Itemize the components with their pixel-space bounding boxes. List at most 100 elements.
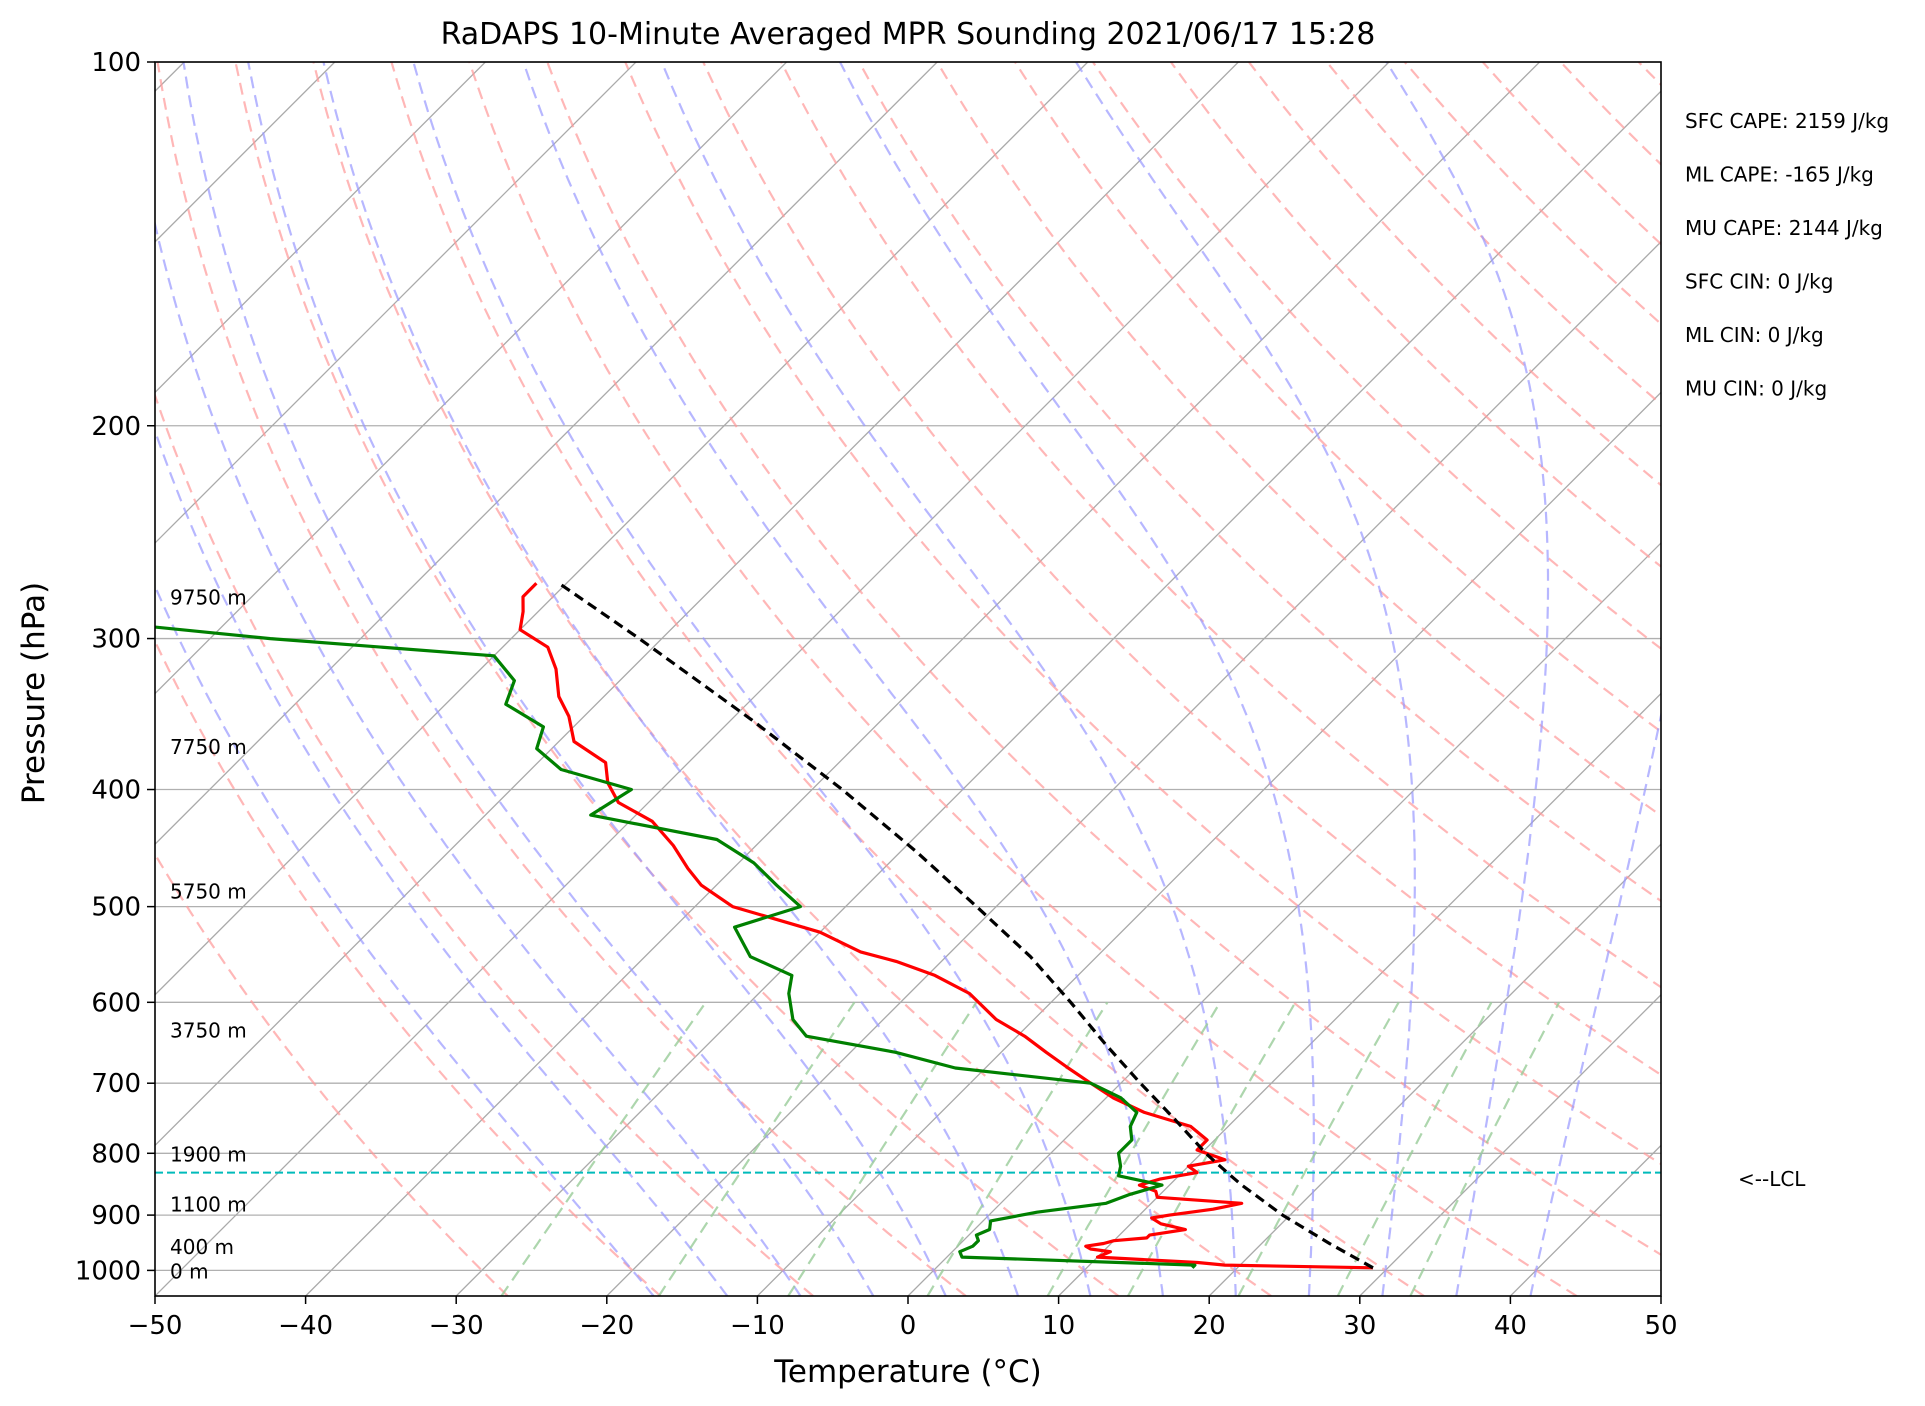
y-tick-label: 600 bbox=[91, 988, 141, 1018]
moist-adiabat-line bbox=[660, 62, 1237, 1296]
dry-adiabat-line bbox=[234, 62, 1120, 1296]
dry-adiabat-line bbox=[1248, 62, 1661, 487]
height-label: 3750 m bbox=[170, 1019, 247, 1043]
mixing-ratio-line bbox=[1409, 1001, 1561, 1296]
y-tick-label: 100 bbox=[91, 48, 141, 78]
annotation-text: SFC CAPE: 2159 J/kg bbox=[1685, 109, 1889, 133]
y-tick-label: 500 bbox=[91, 893, 141, 923]
dry-adiabat-line bbox=[1559, 62, 1661, 166]
moist-adiabat-line bbox=[1385, 62, 1550, 1296]
annotations: SFC CAPE: 2159 J/kg ML CAPE: -165 J/kg MU … bbox=[1685, 109, 1889, 401]
dry-adiabat-line bbox=[546, 62, 1661, 1257]
height-label: 400 m bbox=[170, 1235, 234, 1259]
chart-title: RaDAPS 10-Minute Averaged MPR Sounding 2… bbox=[441, 17, 1376, 52]
isotherm-line bbox=[155, 62, 486, 394]
dry-adiabat-line bbox=[780, 62, 1661, 989]
moist-adiabat-line bbox=[322, 62, 1020, 1296]
moist-adiabat-line bbox=[839, 62, 1315, 1296]
moist-adiabat-line bbox=[1075, 62, 1416, 1296]
mixing-ratio-line bbox=[1046, 1001, 1222, 1296]
dry-adiabat-line bbox=[702, 62, 1661, 1077]
dry-adiabat-line bbox=[1014, 62, 1661, 734]
axes: −50 −40 −30 −20 −10 0 10 20 30 40 50 100 200 300 400 50… bbox=[75, 48, 1678, 1341]
dry-adiabat-line bbox=[1403, 62, 1661, 326]
moist-adiabat-line bbox=[412, 62, 1092, 1296]
parcel-profile-line bbox=[558, 581, 1374, 1270]
dry-adiabat-line bbox=[858, 62, 1661, 903]
isotherm-line bbox=[907, 542, 1661, 1296]
mixing-ratio-line bbox=[1127, 1001, 1297, 1296]
dry-adiabat-line bbox=[1717, 62, 1925, 1296]
dry-adiabat-line bbox=[936, 62, 1661, 818]
x-axis-label: Temperature (°C) bbox=[773, 1354, 1042, 1390]
moist-adiabat-line bbox=[155, 427, 729, 1296]
x-tick-label: 30 bbox=[1343, 1311, 1376, 1341]
mixing-ratio-line bbox=[657, 1001, 856, 1296]
annotation-text: ML CIN: 0 J/kg bbox=[1685, 323, 1824, 347]
dry-adiabat-line bbox=[156, 62, 967, 1296]
x-tick-label: 0 bbox=[900, 1311, 917, 1341]
x-tick-label: −20 bbox=[579, 1311, 634, 1341]
isotherm-line bbox=[155, 62, 637, 544]
plot-frame bbox=[154, 61, 1662, 1297]
height-label: 5750 m bbox=[170, 880, 247, 904]
isotherm-line bbox=[1058, 692, 1661, 1296]
isotherm-line bbox=[155, 62, 1390, 1296]
height-label: 7750 m bbox=[170, 735, 247, 759]
isotherm-line bbox=[455, 90, 1661, 1296]
dry-adiabat-line bbox=[1092, 62, 1661, 651]
y-tick-label: 900 bbox=[91, 1201, 141, 1231]
background-lines bbox=[155, 62, 1925, 1296]
dry-adiabat-line bbox=[155, 392, 814, 1296]
isotherm-line bbox=[1812, 62, 1925, 1296]
moist-adiabat-line bbox=[1529, 710, 1661, 1296]
y-tick-label: 800 bbox=[91, 1139, 141, 1169]
x-tick-label: 20 bbox=[1193, 1311, 1226, 1341]
x-tick-label: 40 bbox=[1494, 1311, 1527, 1341]
x-tick-label: −40 bbox=[278, 1311, 333, 1341]
isotherm-line bbox=[1359, 993, 1661, 1296]
lcl-label: <--LCL bbox=[1738, 1167, 1806, 1191]
dry-adiabat-line bbox=[1170, 62, 1661, 568]
mixing-ratio-line bbox=[1237, 1001, 1400, 1296]
dry-adiabat-line bbox=[468, 62, 1578, 1296]
y-tick-label: 1000 bbox=[75, 1256, 141, 1286]
annotation-text: ML CAPE: -165 J/kg bbox=[1685, 163, 1874, 187]
x-tick-label: 10 bbox=[1042, 1311, 1075, 1341]
x-tick-label: −50 bbox=[128, 1311, 183, 1341]
mixing-ratio-line bbox=[787, 1001, 978, 1296]
mixing-ratio-line bbox=[500, 1001, 707, 1296]
isotherm-line bbox=[1660, 1295, 1661, 1296]
isotherm-line bbox=[606, 240, 1661, 1296]
dry-adiabat-line bbox=[1637, 62, 1661, 87]
mixing-ratio-line bbox=[926, 1001, 1109, 1296]
height-label: 1900 m bbox=[170, 1142, 247, 1166]
dry-adiabat-line bbox=[624, 62, 1661, 1166]
isotherm-line bbox=[1509, 1144, 1661, 1296]
dry-adiabat-line bbox=[1481, 62, 1661, 246]
annotation-text: MU CAPE: 2144 J/kg bbox=[1685, 216, 1883, 240]
isotherm-line bbox=[305, 62, 1541, 1296]
y-tick-label: 700 bbox=[91, 1069, 141, 1099]
isotherm-line bbox=[1208, 843, 1661, 1296]
height-label: 0 m bbox=[170, 1259, 209, 1283]
dry-adiabat-line bbox=[155, 852, 509, 1296]
dry-adiabat-line bbox=[155, 638, 662, 1296]
dry-adiabat-line bbox=[390, 62, 1425, 1296]
x-tick-label: −10 bbox=[730, 1311, 785, 1341]
y-tick-label: 300 bbox=[91, 625, 141, 655]
isotherm-line bbox=[155, 62, 938, 846]
height-label: 1100 m bbox=[170, 1192, 247, 1216]
height-label: 9750 m bbox=[170, 586, 247, 610]
y-axis-label: Pressure (hPa) bbox=[16, 582, 52, 804]
moist-adiabat-line bbox=[182, 62, 875, 1296]
temperature-profile-line bbox=[518, 582, 1374, 1270]
isotherm-line bbox=[155, 62, 1239, 1147]
y-tick-label: 200 bbox=[91, 412, 141, 442]
data-series bbox=[155, 581, 1661, 1270]
moist-adiabat-line bbox=[522, 62, 1164, 1296]
dewpoint-profile-line bbox=[155, 625, 1197, 1269]
moist-adiabat-line bbox=[155, 219, 802, 1296]
